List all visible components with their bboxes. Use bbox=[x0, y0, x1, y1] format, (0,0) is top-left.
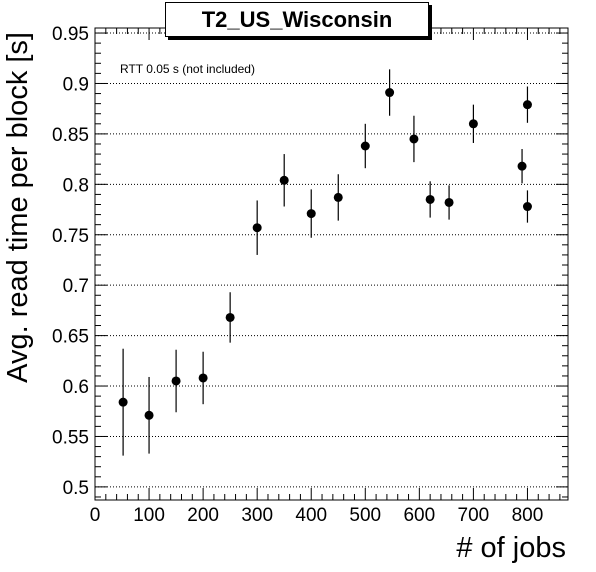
data-point bbox=[225, 312, 235, 322]
axis-ticks bbox=[94, 28, 568, 500]
y-tick-label: 0.8 bbox=[63, 175, 89, 196]
data-point bbox=[198, 373, 208, 383]
y-tick-label: 0.7 bbox=[63, 276, 89, 297]
x-tick-label: 100 bbox=[133, 505, 165, 526]
data-point bbox=[279, 175, 289, 185]
y-tick-label: 0.55 bbox=[52, 427, 89, 448]
data-point bbox=[425, 194, 435, 204]
x-tick-label: 700 bbox=[458, 505, 490, 526]
y-tick-label: 0.9 bbox=[63, 74, 89, 95]
grid-lines bbox=[95, 32, 568, 488]
y-tick-label: 0.85 bbox=[52, 125, 89, 146]
y-tick-label: 0.6 bbox=[63, 377, 89, 398]
y-tick-label: 0.65 bbox=[52, 327, 89, 348]
x-tick-label: 200 bbox=[187, 505, 219, 526]
y-axis-label: Avg. read time per block [s] bbox=[2, 32, 34, 383]
data-point bbox=[517, 161, 527, 171]
y-tick-label: 0.95 bbox=[52, 24, 89, 45]
x-tick-label: 800 bbox=[512, 505, 544, 526]
y-tick-label: 0.5 bbox=[63, 478, 89, 499]
x-tick-label: 300 bbox=[241, 505, 273, 526]
x-tick-label: 0 bbox=[90, 505, 101, 526]
y-tick-label: 0.75 bbox=[52, 226, 89, 247]
x-tick-label: 400 bbox=[295, 505, 327, 526]
x-axis-label: # of jobs bbox=[456, 532, 566, 564]
data-point bbox=[522, 100, 532, 110]
data-point bbox=[333, 192, 343, 202]
data-point bbox=[144, 410, 154, 420]
data-point bbox=[118, 397, 128, 407]
chart-title: T2_US_Wisconsin bbox=[165, 2, 429, 37]
x-tick-label: 600 bbox=[403, 505, 435, 526]
data-point bbox=[360, 141, 370, 151]
data-point bbox=[444, 197, 454, 207]
rtt-annotation: RTT 0.05 s (not included) bbox=[120, 62, 255, 76]
data-point bbox=[409, 134, 419, 144]
data-point bbox=[252, 223, 262, 233]
tick-labels: 0.5 0.55 0.6 0.65 0.7 0.75 0.8 0.85 0.9 0.95 0 100 2… bbox=[52, 24, 543, 526]
data-point bbox=[171, 376, 181, 386]
data-points bbox=[118, 69, 532, 456]
x-tick-label: 500 bbox=[349, 505, 381, 526]
data-point bbox=[306, 209, 316, 219]
data-point bbox=[385, 88, 395, 98]
plot-frame bbox=[94, 27, 569, 501]
data-point bbox=[468, 119, 478, 129]
data-point bbox=[522, 202, 532, 212]
